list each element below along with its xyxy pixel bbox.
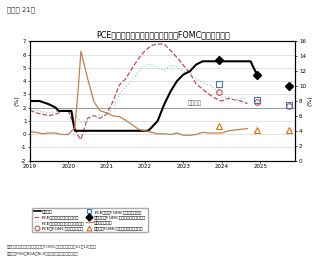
Text: （資料）FRB、BEA、BLSよりニッセイ基礎研究所作成: （資料）FRB、BEA、BLSよりニッセイ基礎研究所作成: [7, 251, 78, 255]
Legend: 政策金利, PCE価格指数（前年同月比）, PCEコア価格指数（前年同月比）, PCE（FOMC参加者見通し）, PCEコア（FOMC参加者見通し）, 政策金利: 政策金利, PCE価格指数（前年同月比）, PCEコア価格指数（前年同月比）, …: [32, 208, 148, 232]
Text: 物価目標: 物価目標: [187, 100, 201, 106]
Title: PCE価格、失業率、政策金利およびFOMC参加者見通し: PCE価格、失業率、政策金利およびFOMC参加者見通し: [96, 30, 229, 39]
Y-axis label: (%): (%): [15, 96, 20, 106]
Y-axis label: (%): (%): [307, 96, 312, 106]
Text: （注）政策金利はレンジの上限、FOMC参加者の見通しは22年12月予想: （注）政策金利はレンジの上限、FOMC参加者の見通しは22年12月予想: [7, 244, 97, 248]
Text: （図表 21）: （図表 21）: [7, 6, 35, 13]
